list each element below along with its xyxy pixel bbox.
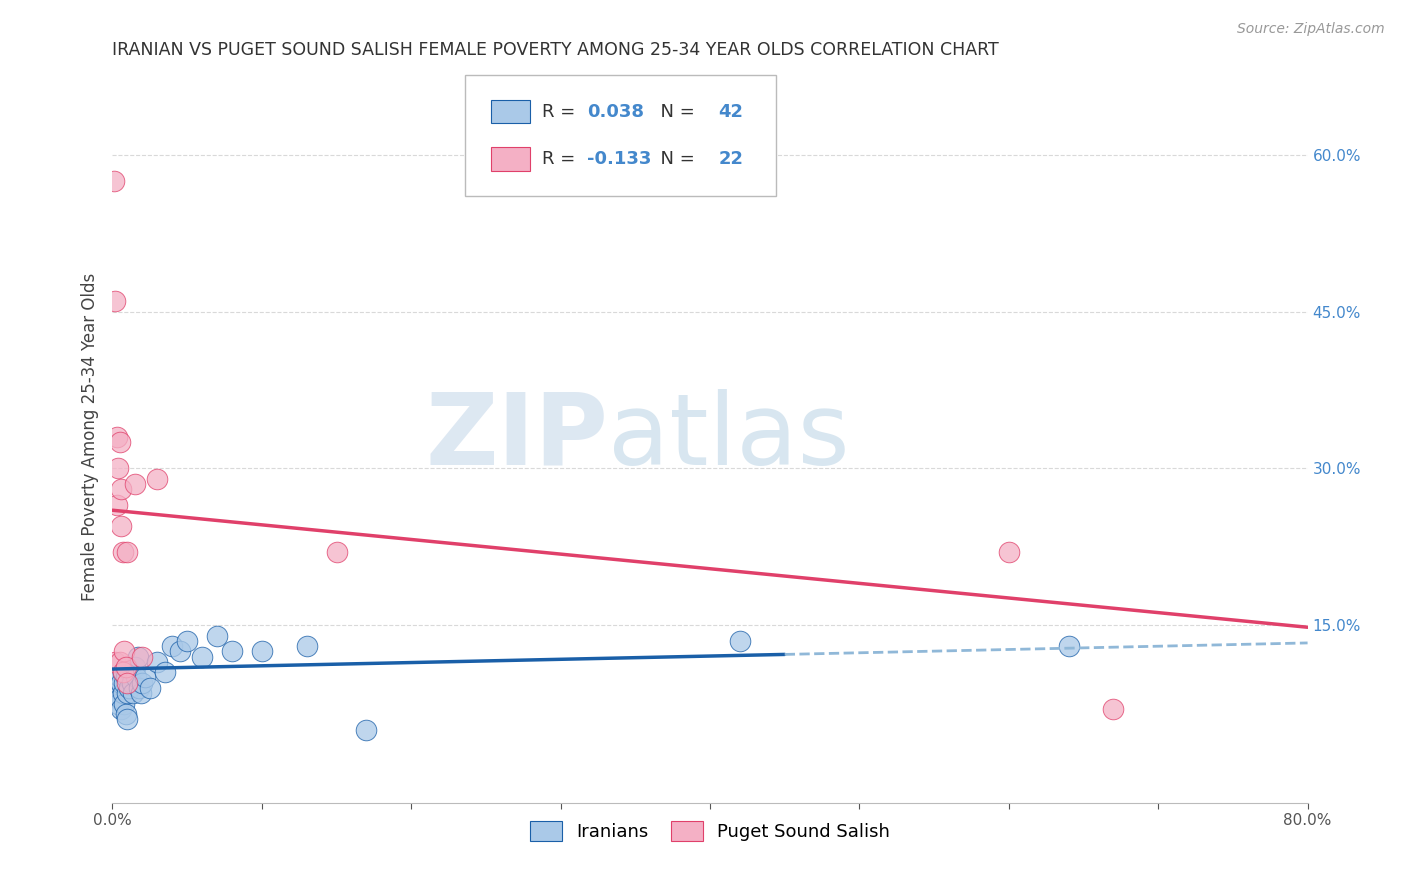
Point (139, 681, 162, 695)
Point (114, 644, 135, 658)
Point (162, 639, 183, 653)
Point (131, 649, 153, 664)
Point (105, 498, 128, 512)
Text: Source: ZipAtlas.com: Source: ZipAtlas.com (1237, 22, 1385, 37)
Point (104, 294, 127, 309)
Point (105, 691, 128, 706)
Point (205, 629, 228, 643)
Text: N =: N = (650, 150, 700, 168)
Point (169, 644, 191, 658)
Text: -0.133: -0.133 (586, 150, 651, 168)
Point (153, 665, 176, 680)
Point (103, 174, 125, 188)
Point (124, 660, 146, 674)
Point (111, 665, 134, 680)
Text: 0.038: 0.038 (586, 103, 644, 120)
Point (998, 545, 1021, 559)
Point (111, 686, 134, 700)
Point (117, 545, 139, 559)
Point (176, 633, 198, 648)
Legend: Iranians, Puget Sound Salish: Iranians, Puget Sound Salish (523, 814, 897, 848)
Text: 22: 22 (718, 150, 744, 168)
Point (131, 675, 153, 690)
Point (1057, 639, 1080, 653)
Point (191, 649, 214, 664)
Y-axis label: Female Poverty Among 25-34 Year Olds: Female Poverty Among 25-34 Year Olds (80, 273, 98, 601)
Point (107, 461, 129, 475)
Point (110, 702, 132, 716)
Point (325, 545, 347, 559)
FancyBboxPatch shape (465, 75, 776, 195)
Point (250, 644, 273, 658)
Point (134, 670, 156, 684)
Point (105, 430, 128, 444)
Point (111, 665, 134, 680)
Point (108, 670, 131, 684)
Point (356, 723, 378, 737)
Point (124, 477, 146, 491)
Text: R =: R = (541, 150, 581, 168)
Text: ZIP: ZIP (426, 389, 609, 485)
Bar (491, 147, 530, 171)
Point (115, 706, 138, 721)
Point (107, 681, 129, 695)
Point (117, 686, 139, 700)
Text: N =: N = (650, 103, 700, 120)
Text: R =: R = (541, 103, 581, 120)
Point (110, 675, 132, 690)
Point (110, 519, 132, 533)
Point (146, 655, 169, 669)
Point (114, 675, 135, 690)
Point (110, 483, 132, 497)
Point (122, 686, 145, 700)
Point (121, 675, 143, 690)
Point (295, 639, 318, 653)
Point (108, 435, 131, 450)
Text: 42: 42 (718, 103, 744, 120)
Point (118, 681, 141, 695)
Text: IRANIAN VS PUGET SOUND SALISH FEMALE POVERTY AMONG 25-34 YEAR OLDS CORRELATION C: IRANIAN VS PUGET SOUND SALISH FEMALE POV… (112, 41, 1000, 59)
Point (104, 675, 127, 690)
Point (108, 655, 131, 669)
Point (1102, 702, 1125, 716)
Point (127, 649, 149, 664)
Point (111, 545, 134, 559)
Point (129, 686, 152, 700)
Point (105, 686, 128, 700)
Point (728, 633, 751, 648)
Point (120, 665, 142, 680)
Text: atlas: atlas (609, 389, 851, 485)
Point (117, 712, 139, 726)
Bar (491, 100, 530, 123)
Point (104, 655, 127, 669)
Point (115, 660, 138, 674)
Point (125, 670, 148, 684)
Point (108, 691, 131, 706)
Point (221, 644, 243, 658)
Point (117, 675, 139, 690)
Point (128, 681, 150, 695)
Point (114, 697, 135, 711)
Point (146, 472, 169, 486)
Point (115, 670, 138, 684)
Point (107, 697, 129, 711)
